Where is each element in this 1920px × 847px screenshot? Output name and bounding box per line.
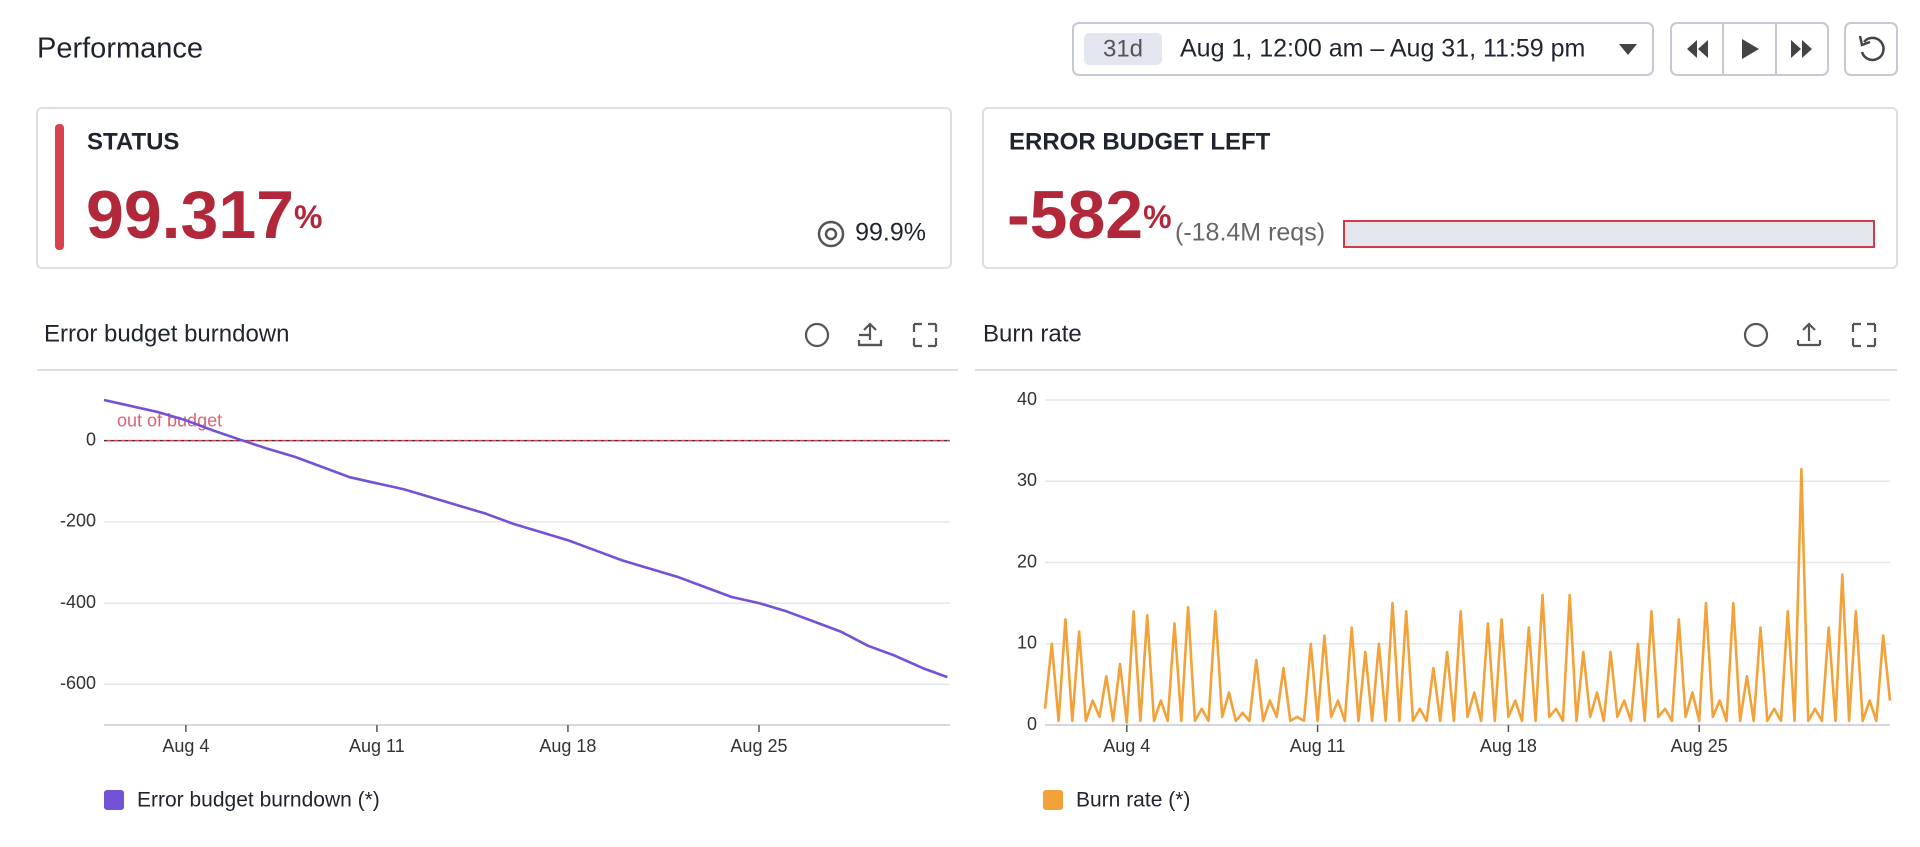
y-tick-label: 20	[1017, 551, 1037, 571]
x-tick-label: Aug 11	[1290, 736, 1346, 756]
y-tick-label: 0	[86, 429, 96, 449]
x-tick-label: Aug 18	[1480, 736, 1537, 756]
legend-swatch	[1043, 790, 1063, 810]
refresh-arrow	[1858, 35, 1871, 47]
y-tick-label: 40	[1017, 389, 1037, 409]
range-chip	[1084, 33, 1162, 65]
target-icon	[817, 220, 845, 248]
x-tick-label: Aug 11	[349, 736, 405, 756]
x-tick-label: Aug 25	[730, 736, 787, 756]
budget-bar	[1343, 220, 1875, 248]
x-tick-label: Aug 18	[539, 736, 596, 756]
range-label: Aug 1, 12:00 am – Aug 31, 11:59 pm	[1180, 35, 1585, 63]
status-value: 99.317%	[86, 177, 322, 253]
status-bar	[55, 124, 64, 250]
refresh-icon[interactable]	[1860, 36, 1885, 62]
page-title: Performance	[37, 33, 203, 65]
range-chip-label: 31d	[1103, 35, 1143, 62]
budget-unit: %	[1143, 199, 1171, 235]
play-icon[interactable]	[1742, 39, 1759, 59]
legend-swatch	[104, 790, 124, 810]
chart-title: Burn rate	[983, 320, 1082, 347]
status-number: 99.317	[86, 177, 294, 253]
rewind-icon[interactable]	[1687, 40, 1708, 58]
y-tick-label: -600	[60, 673, 96, 693]
y-tick-label: 30	[1017, 470, 1037, 490]
refresh-button[interactable]	[1844, 22, 1898, 76]
y-tick-label: 10	[1017, 633, 1037, 653]
series-line	[103, 398, 948, 679]
forward-icon[interactable]	[1791, 40, 1812, 58]
y-tick-label: 0	[1027, 714, 1037, 734]
budget-label: ERROR BUDGET LEFT	[1009, 128, 1271, 155]
time-picker[interactable]: 31d Aug 1, 12:00 am – Aug 31, 11:59 pm	[1072, 22, 1654, 76]
budget-requests: (-18.4M reqs)	[1175, 219, 1325, 247]
status-target: 99.9%	[855, 219, 926, 247]
legend-label: Burn rate (*)	[1076, 789, 1190, 812]
chart-title: Error budget burndown	[44, 320, 289, 347]
x-tick-label: Aug 4	[162, 736, 209, 756]
budget-value: -582%	[1007, 177, 1172, 253]
x-tick-label: Aug 4	[1103, 736, 1150, 756]
status-card	[36, 107, 952, 269]
chart-icons[interactable]	[804, 322, 1877, 348]
y-tick-label: -200	[60, 511, 96, 531]
caret	[1619, 44, 1637, 55]
picker-box[interactable]	[1072, 22, 1654, 76]
x-tick-label: Aug 25	[1671, 736, 1728, 756]
y-tick-label: -400	[60, 592, 96, 612]
status-unit: %	[294, 199, 322, 235]
budget-number: -582	[1007, 177, 1143, 253]
series-line	[1043, 467, 1892, 724]
status-label: STATUS	[87, 128, 179, 155]
legend-label: Error budget burndown (*)	[137, 789, 380, 812]
playback-buttons[interactable]	[1670, 22, 1898, 76]
